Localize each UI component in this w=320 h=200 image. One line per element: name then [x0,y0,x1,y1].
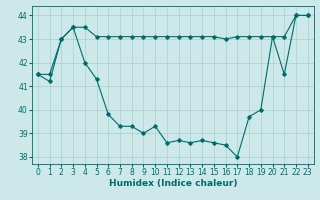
X-axis label: Humidex (Indice chaleur): Humidex (Indice chaleur) [108,179,237,188]
